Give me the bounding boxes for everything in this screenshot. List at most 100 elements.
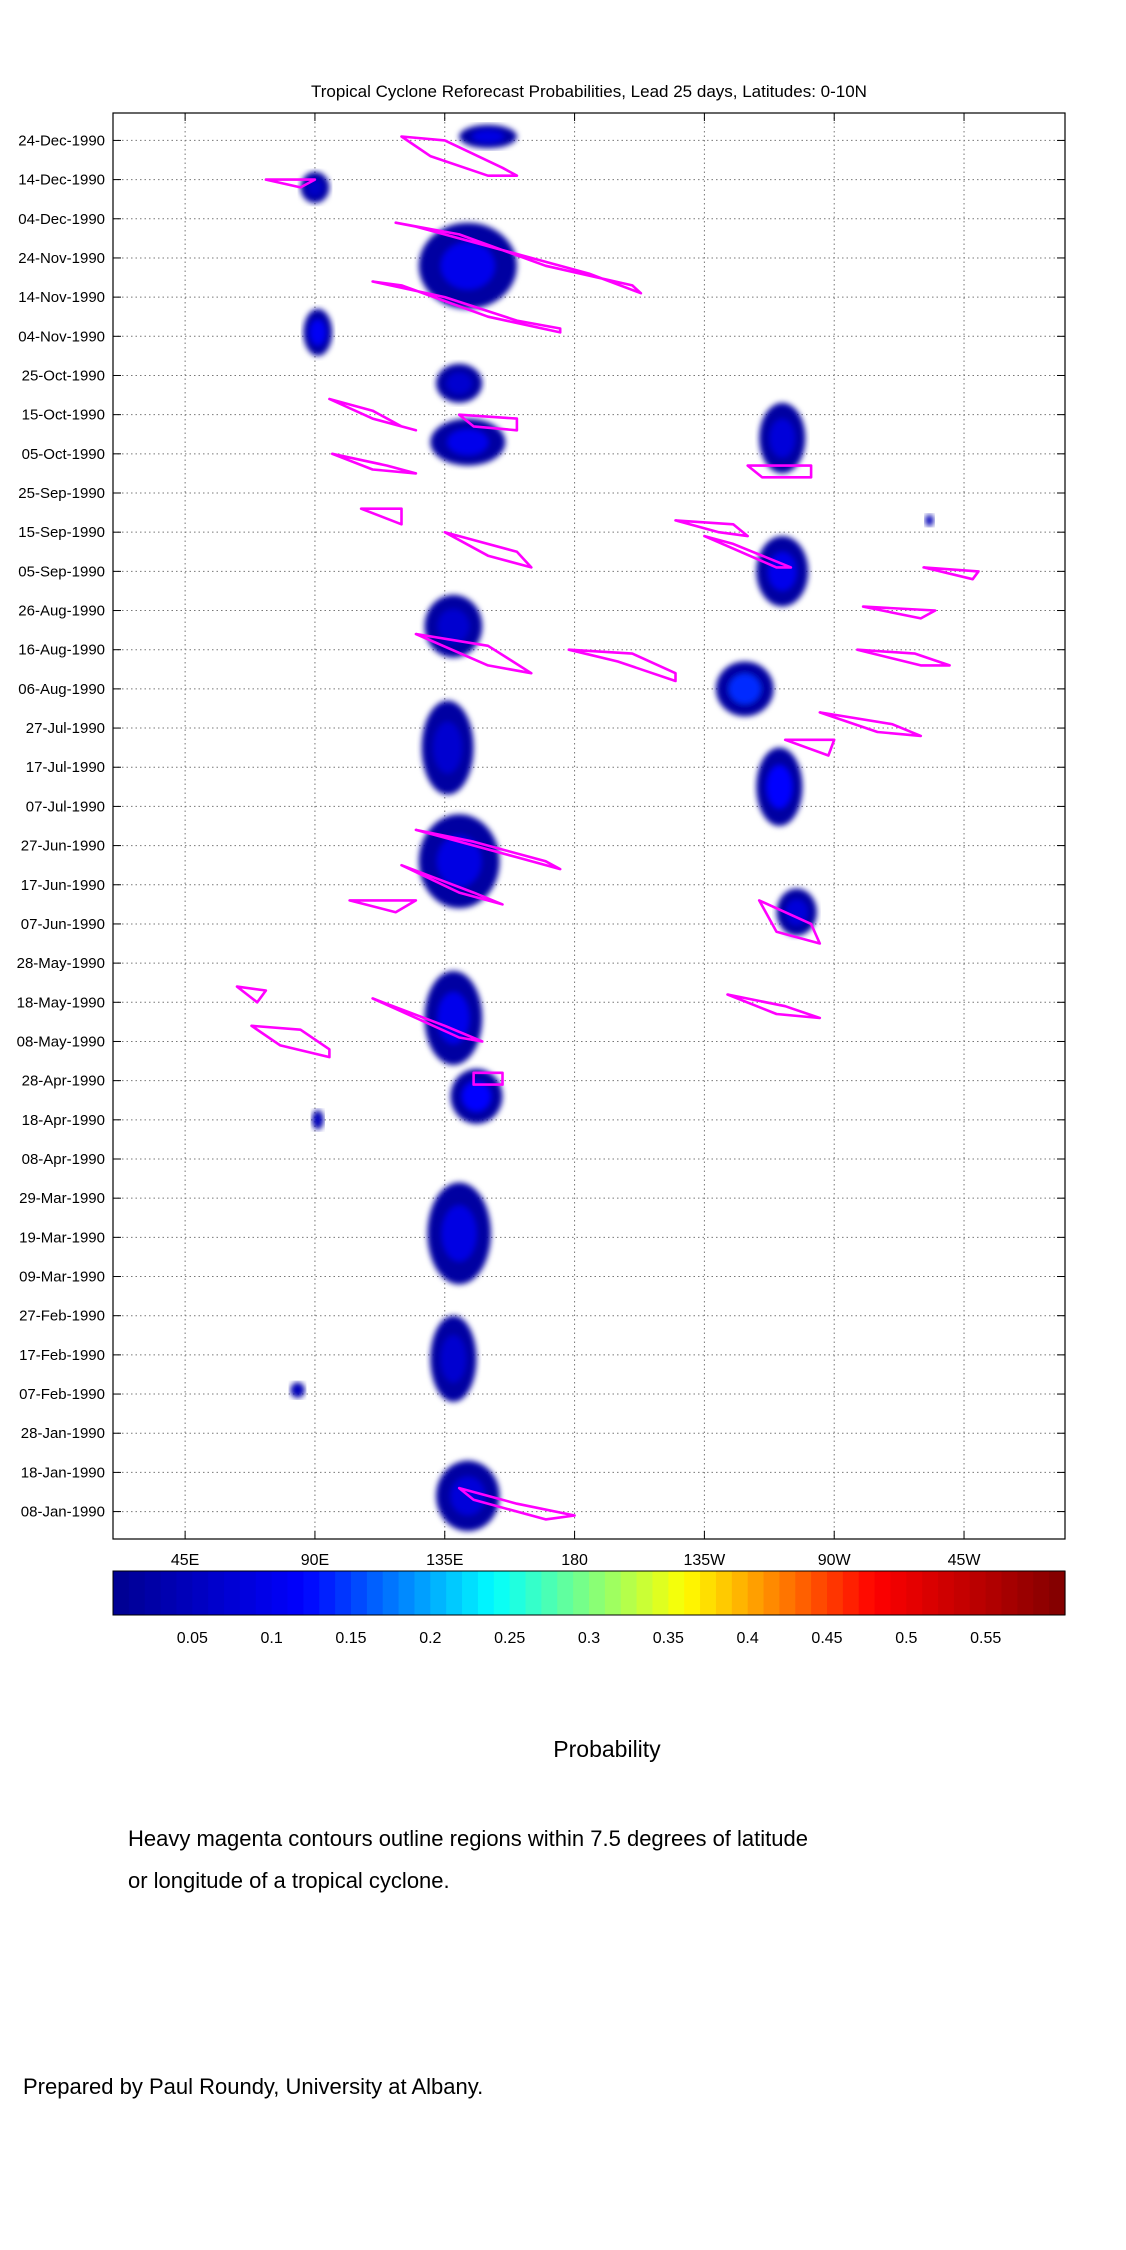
colorbar-swatch bbox=[414, 1571, 431, 1615]
y-tick-label: 25-Sep-1990 bbox=[18, 485, 105, 502]
plot-area bbox=[113, 113, 1065, 1539]
colorbar: 0.05 0.1 0.15 0.2 0.25 0.3 0.35 0.4 0.45 0.5 0.55 bbox=[112, 1570, 1066, 1647]
cyclone-contour bbox=[348, 899, 418, 914]
colorbar-swatch bbox=[827, 1571, 844, 1615]
cyclone-contour bbox=[457, 413, 519, 432]
cyclone-contour bbox=[235, 985, 268, 1004]
colorbar-swatch bbox=[493, 1571, 511, 1615]
colorbar-tick-label: 0.15 bbox=[335, 1630, 366, 1647]
y-tick-label: 04-Nov-1990 bbox=[18, 328, 105, 345]
colorbar-tick-label: 0.45 bbox=[811, 1630, 842, 1647]
y-tick-label: 08-Jan-1990 bbox=[21, 1504, 105, 1521]
probability-blob-core bbox=[440, 1335, 467, 1383]
x-tick-label: 135W bbox=[683, 1552, 726, 1569]
probability-blob bbox=[290, 1382, 305, 1398]
cyclone-contour bbox=[674, 519, 750, 538]
x-tick-label: 45E bbox=[171, 1552, 199, 1569]
probability-blob bbox=[430, 418, 506, 466]
colorbar-swatch bbox=[176, 1571, 193, 1615]
cyclone-contour bbox=[757, 899, 822, 945]
y-tick-label: 15-Oct-1990 bbox=[22, 407, 105, 424]
probability-blob bbox=[715, 661, 774, 717]
probability-blob-core bbox=[927, 517, 932, 524]
x-tick-label: 135E bbox=[426, 1552, 463, 1569]
y-tick-label: 09-Mar-1990 bbox=[19, 1269, 105, 1286]
probability-blob-core bbox=[728, 673, 761, 704]
y-tick-label: 19-Mar-1990 bbox=[19, 1229, 105, 1246]
colorbar-swatch bbox=[779, 1571, 796, 1615]
colorbar-frame bbox=[112, 1570, 1066, 1616]
cyclone-contour bbox=[414, 828, 562, 871]
colorbar-swatch bbox=[620, 1571, 638, 1615]
colorbar-swatch bbox=[446, 1571, 463, 1615]
colorbar-swatch bbox=[636, 1571, 654, 1615]
chart-title: Tropical Cyclone Reforecast Probabilitie… bbox=[311, 82, 867, 101]
probability-blob-core bbox=[769, 418, 795, 458]
colorbar-swatch bbox=[462, 1571, 479, 1615]
colorbar-tick-label: 0.35 bbox=[653, 1630, 684, 1647]
y-tick-label: 17-Jun-1990 bbox=[21, 877, 105, 894]
colorbar-swatch bbox=[890, 1571, 907, 1615]
colorbar-swatch bbox=[525, 1571, 542, 1615]
y-tick-label: 05-Oct-1990 bbox=[22, 446, 105, 463]
cyclone-contour bbox=[746, 464, 813, 479]
y-tick-label: 28-Apr-1990 bbox=[22, 1073, 105, 1090]
colorbar-swatch bbox=[715, 1571, 733, 1615]
y-tick-label: 04-Dec-1990 bbox=[18, 211, 105, 228]
colorbar-swatch bbox=[160, 1571, 178, 1615]
probability-blob bbox=[436, 363, 483, 403]
colorbar-tick-label: 0.2 bbox=[419, 1630, 441, 1647]
colorbar-swatch bbox=[351, 1571, 368, 1615]
y-tick-label: 24-Dec-1990 bbox=[18, 132, 105, 149]
y-tick-label: 28-May-1990 bbox=[17, 955, 105, 972]
colorbar-swatch bbox=[398, 1571, 416, 1615]
colorbar-swatch bbox=[1017, 1571, 1034, 1615]
colorbar-swatch bbox=[1033, 1571, 1050, 1615]
probability-blob-core bbox=[462, 1081, 491, 1112]
colorbar-swatch bbox=[557, 1571, 574, 1615]
y-tick-label: 24-Nov-1990 bbox=[18, 250, 105, 267]
colorbar-swatch bbox=[985, 1571, 1003, 1615]
cyclone-contour bbox=[726, 993, 822, 1020]
colorbar-swatch bbox=[366, 1571, 384, 1615]
colorbar-tick-label: 0.05 bbox=[177, 1630, 208, 1647]
probability-blob-core bbox=[768, 551, 797, 591]
y-tick-label: 17-Jul-1990 bbox=[26, 759, 105, 776]
y-tick-label: 15-Sep-1990 bbox=[18, 524, 105, 541]
cyclone-contour bbox=[783, 738, 836, 757]
x-tick-label: 90W bbox=[818, 1552, 852, 1569]
colorbar-swatch bbox=[1001, 1571, 1018, 1615]
probability-blob-core bbox=[446, 372, 472, 395]
probability-blob-core bbox=[437, 608, 470, 644]
y-tick-label: 28-Jan-1990 bbox=[21, 1425, 105, 1442]
colorbar-swatch bbox=[858, 1571, 876, 1615]
cyclone-contour bbox=[855, 648, 951, 667]
y-axis: 24-Dec-1990 14-Dec-1990 04-Dec-1990 24-Nov-… bbox=[17, 132, 1065, 1521]
colorbar-tick-label: 0.1 bbox=[261, 1630, 283, 1647]
probability-field bbox=[290, 124, 934, 1532]
colorbar-swatch bbox=[842, 1571, 860, 1615]
colorbar-swatch bbox=[922, 1571, 939, 1615]
probability-blob bbox=[418, 814, 500, 909]
colorbar-swatch bbox=[430, 1571, 447, 1615]
cyclone-contour bbox=[394, 221, 643, 295]
colorbar-tick-label: 0.3 bbox=[578, 1630, 600, 1647]
colorbar-swatch bbox=[192, 1571, 209, 1615]
x-tick-label: 180 bbox=[561, 1552, 588, 1569]
plot-frame bbox=[112, 112, 1066, 1540]
probability-blob bbox=[759, 402, 806, 474]
colorbar-label: Probability bbox=[553, 1736, 661, 1762]
colorbar-swatch bbox=[113, 1571, 130, 1615]
cyclone-contour bbox=[264, 178, 317, 189]
colorbar-swatch bbox=[604, 1571, 622, 1615]
colorbar-swatch bbox=[906, 1571, 923, 1615]
footnote: Heavy magenta contours outline regions w… bbox=[128, 1818, 808, 1902]
probability-blob bbox=[421, 700, 474, 795]
probability-blob-core bbox=[309, 319, 326, 346]
cyclone-contour bbox=[371, 280, 562, 334]
colorbar-swatch bbox=[589, 1571, 606, 1615]
cyclone-contour bbox=[359, 507, 403, 526]
colorbar-swatch bbox=[144, 1571, 162, 1615]
cyclone-contour bbox=[443, 530, 533, 569]
colorbar-swatch bbox=[239, 1571, 257, 1615]
